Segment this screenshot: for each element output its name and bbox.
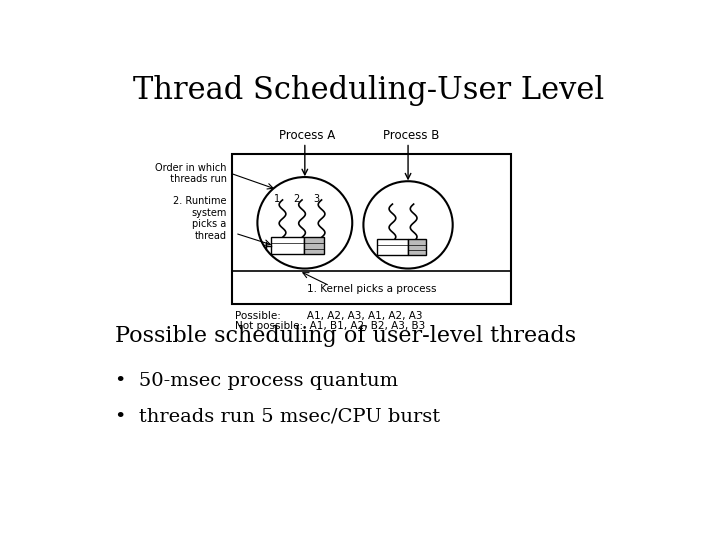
- Text: Order in which
  threads run: Order in which threads run: [156, 163, 227, 184]
- Text: Possible:        A1, A2, A3, A1, A2, A3: Possible: A1, A2, A3, A1, A2, A3: [235, 312, 423, 321]
- Ellipse shape: [364, 181, 453, 268]
- Ellipse shape: [258, 177, 352, 268]
- Bar: [377, 239, 408, 255]
- Text: Not possible:  A1, B1, A2, B2, A3, B3: Not possible: A1, B1, A2, B2, A3, B3: [235, 321, 426, 332]
- Text: 1. Kernel picks a process: 1. Kernel picks a process: [307, 284, 436, 294]
- Text: Thread Scheduling-User Level: Thread Scheduling-User Level: [133, 75, 605, 106]
- Text: 3: 3: [313, 194, 319, 204]
- Text: Possible scheduling of user-level threads: Possible scheduling of user-level thread…: [115, 325, 576, 347]
- Bar: [271, 238, 305, 254]
- Text: 2: 2: [293, 194, 300, 204]
- Bar: [305, 238, 324, 254]
- Text: 2. Runtime
system
picks a
thread: 2. Runtime system picks a thread: [174, 196, 227, 241]
- Text: Process B: Process B: [382, 129, 439, 141]
- Text: 1: 1: [274, 194, 280, 204]
- Bar: [233, 154, 511, 304]
- Text: Process A: Process A: [279, 129, 336, 141]
- Text: •  50-msec process quantum: • 50-msec process quantum: [115, 373, 398, 390]
- Bar: [408, 239, 426, 255]
- Text: •  threads run 5 msec/CPU burst: • threads run 5 msec/CPU burst: [115, 408, 440, 426]
